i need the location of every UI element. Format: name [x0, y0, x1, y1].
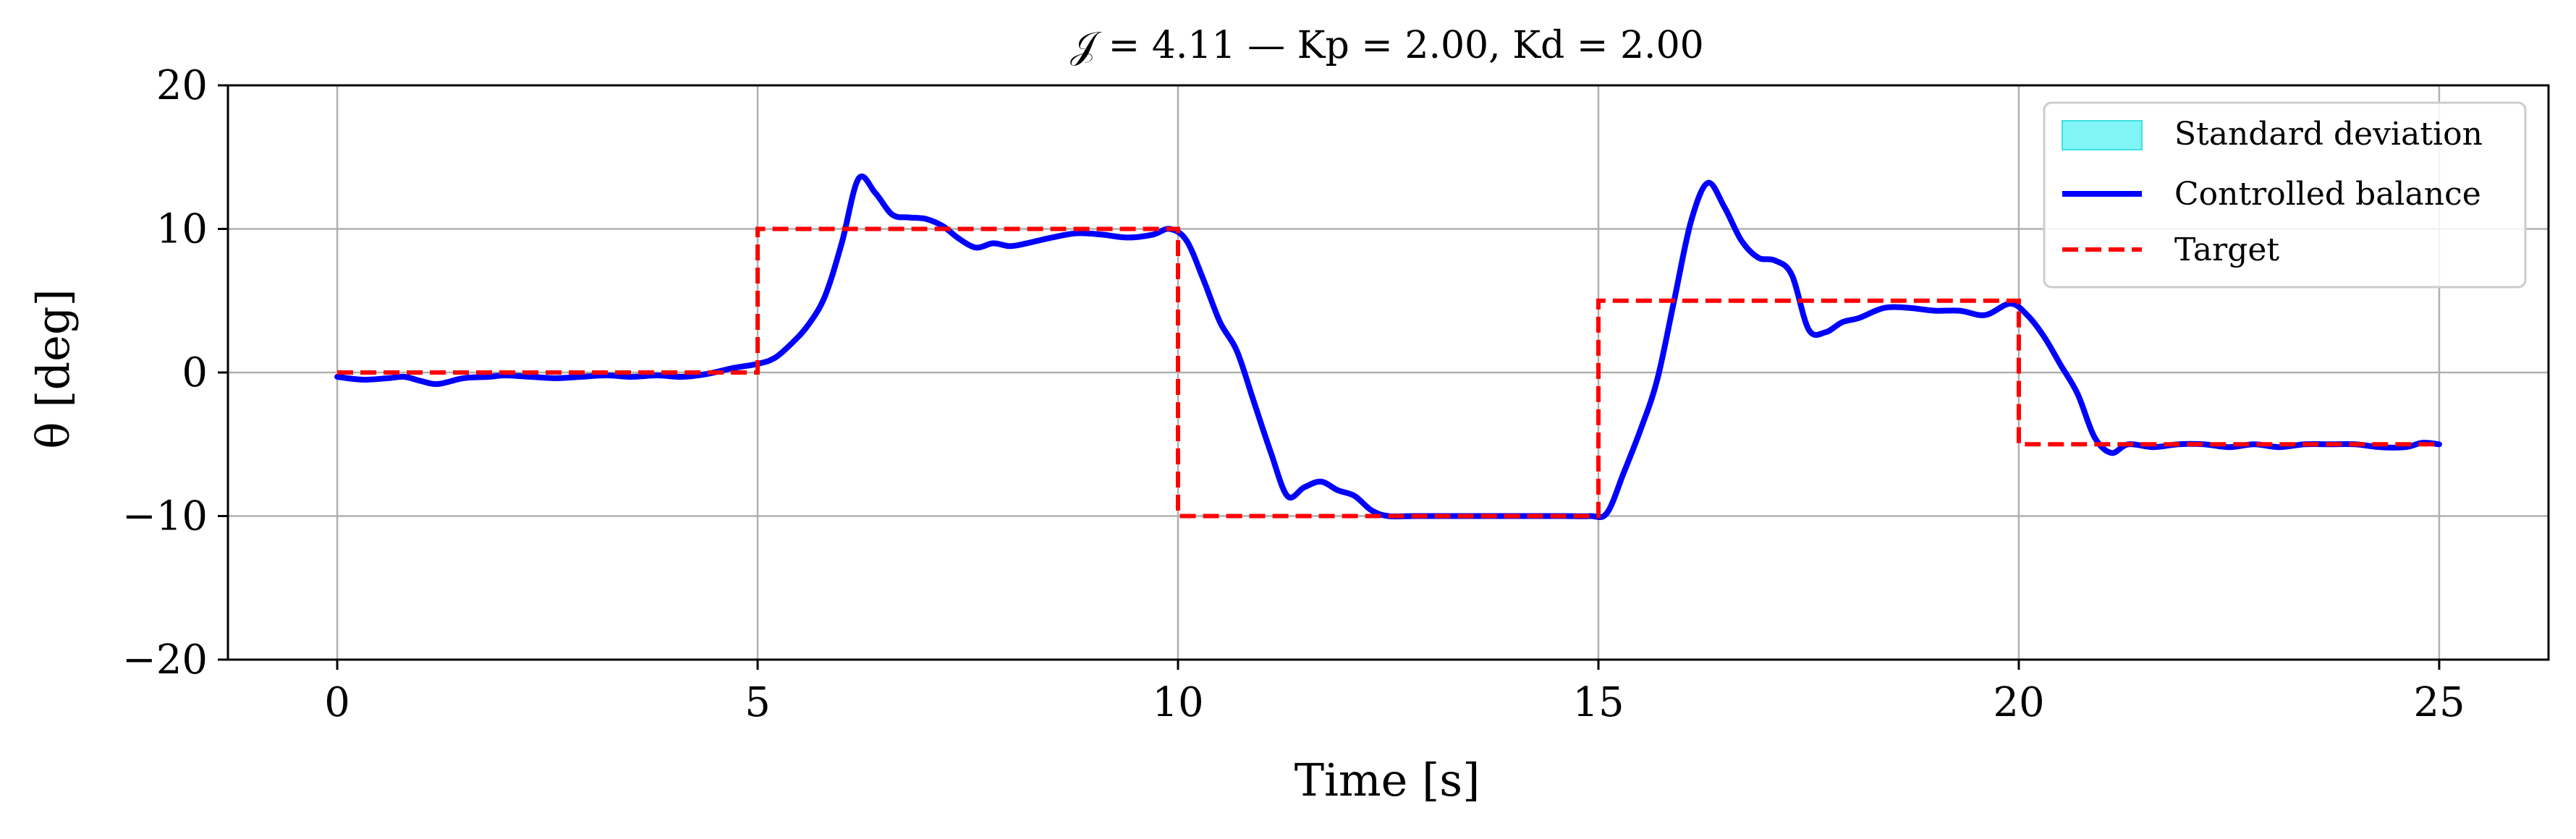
x-tick-label: 15: [1572, 679, 1624, 726]
legend-box: [2043, 101, 2527, 289]
controlled-balance-line: [334, 174, 2442, 520]
plot-data: [334, 174, 2442, 520]
x-tick-label: 0: [324, 679, 350, 726]
legend-label-standard-deviation: Standard deviation: [2174, 116, 2483, 153]
y-tick-label: −20: [122, 636, 208, 683]
y-tick-label: 0: [182, 349, 208, 396]
x-tick-label: 20: [1993, 679, 2044, 726]
legend: Standard deviation Controlled balance Ta…: [2043, 101, 2527, 289]
legend-label-controlled-balance: Controlled balance: [2174, 176, 2481, 213]
y-tick-label: 10: [156, 206, 208, 253]
x-axis-label: Time [s]: [1295, 754, 1480, 806]
chart-title: 𝒥 = 4.11 — Kp = 2.00, Kd = 2.00: [1070, 24, 1704, 67]
axis-ticks: 0 5 10 15 20 25 −20 −10 0 10 20: [122, 62, 2465, 726]
x-tick-label: 5: [745, 679, 771, 726]
legend-label-target: Target: [2174, 231, 2279, 268]
x-tick-label: 25: [2413, 679, 2465, 726]
legend-swatch-standard-deviation: [2062, 120, 2143, 150]
y-axis-label: θ [deg]: [27, 289, 80, 448]
target-line: [337, 226, 2439, 519]
y-tick-label: 20: [156, 62, 208, 109]
y-tick-label: −10: [122, 493, 208, 540]
x-tick-label: 10: [1152, 679, 1203, 726]
